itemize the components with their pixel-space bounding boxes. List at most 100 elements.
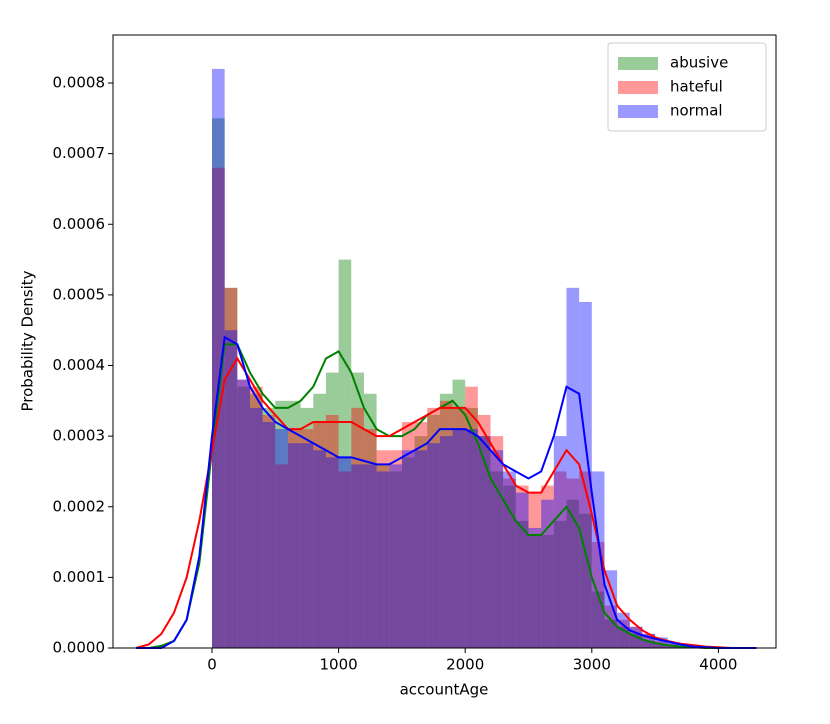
bar (262, 422, 276, 648)
bar (490, 471, 504, 648)
legend-swatch (618, 81, 658, 94)
bar (579, 471, 592, 648)
bar (224, 330, 238, 648)
bar (275, 400, 288, 648)
bar (300, 429, 314, 648)
bar (376, 450, 390, 648)
bar (300, 407, 314, 648)
bar (300, 443, 314, 648)
bar (389, 450, 402, 648)
kde-line (135, 356, 757, 649)
bar (604, 570, 618, 648)
bar (490, 450, 504, 648)
y-tick-label: 0.0005 (53, 285, 106, 303)
bar (655, 637, 668, 648)
bar (287, 400, 301, 648)
bar (515, 520, 529, 648)
y-tick-label: 0.0003 (53, 427, 106, 445)
bar (528, 492, 542, 648)
x-tick-label: 2000 (446, 656, 484, 674)
x-tick-label: 4000 (699, 656, 737, 674)
bar (224, 287, 238, 648)
bar (667, 645, 681, 648)
bar (249, 386, 263, 648)
bar (427, 407, 440, 648)
plot-area (135, 68, 757, 649)
legend-swatch (618, 57, 658, 70)
bar (262, 407, 276, 648)
bar (642, 640, 656, 648)
bar (249, 407, 263, 648)
bar (313, 393, 326, 648)
bar (553, 436, 567, 648)
bar (338, 457, 352, 648)
bar (439, 436, 453, 648)
bar (275, 429, 288, 648)
bar (452, 407, 466, 648)
bar (477, 414, 491, 648)
bar (490, 436, 504, 648)
bar (566, 499, 580, 648)
y-tick-label: 0.0004 (53, 356, 106, 374)
legend-label: hateful (670, 78, 723, 96)
bar (351, 407, 364, 648)
bar (528, 527, 542, 648)
y-tick-label: 0.0001 (53, 568, 106, 586)
legend-box (607, 42, 767, 132)
bar (401, 450, 415, 648)
bar (363, 429, 377, 648)
bar (528, 535, 542, 648)
bar (439, 400, 453, 648)
kde-line (136, 335, 757, 649)
bar (351, 464, 364, 648)
bar (325, 372, 339, 648)
bar (262, 414, 276, 648)
legend-label: normal (670, 102, 723, 120)
bar (287, 429, 301, 648)
bar (237, 379, 250, 648)
x-axis-label: accountAge (400, 681, 489, 699)
y-tick-label: 0.0008 (53, 74, 106, 92)
x-tick-label: 3000 (573, 656, 611, 674)
y-axis-label: Probability Density (19, 270, 37, 411)
bar (452, 429, 466, 648)
bar (325, 457, 339, 648)
bar (389, 464, 402, 648)
bar (515, 485, 529, 648)
y-tick-label: 0.0002 (53, 497, 106, 515)
bar (376, 464, 390, 648)
bar (389, 471, 402, 648)
bar (477, 436, 491, 648)
y-tick-label: 0.0000 (53, 639, 106, 657)
bar (541, 535, 554, 648)
axes-frame (112, 34, 777, 649)
bar (427, 414, 440, 648)
bar (313, 422, 326, 648)
bar (212, 167, 225, 648)
bar (287, 443, 301, 648)
legend-swatch (618, 105, 658, 118)
bar (541, 485, 554, 648)
bar (503, 485, 516, 648)
bar (566, 287, 580, 648)
bar (363, 393, 377, 648)
bar (604, 619, 618, 648)
bar (414, 436, 428, 648)
bar (338, 471, 352, 648)
bar (655, 644, 668, 648)
bar (541, 499, 554, 648)
x-tick-label: 1000 (320, 656, 358, 674)
bar (515, 492, 529, 648)
bar (439, 393, 453, 648)
bar (452, 379, 466, 648)
bar (465, 429, 478, 648)
bar (427, 443, 440, 648)
y-tick-label: 0.0006 (53, 215, 106, 233)
x-tick-label: 0 (207, 656, 217, 674)
bar (401, 422, 415, 648)
bar (237, 386, 250, 648)
bar (503, 478, 516, 648)
bar (465, 386, 478, 648)
bar (553, 471, 567, 648)
bar (237, 379, 250, 648)
